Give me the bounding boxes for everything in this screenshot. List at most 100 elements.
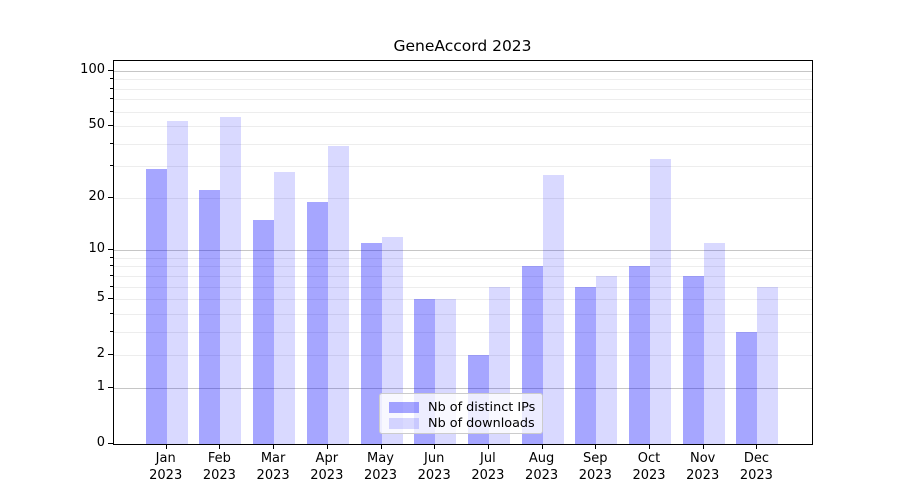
legend-label-distinct-ips: Nb of distinct IPs <box>428 399 536 415</box>
bar-downloads <box>327 145 349 444</box>
bar-distinct-ips <box>145 169 167 444</box>
y-tick-label: 5 <box>96 290 105 306</box>
x-tick-year: 2023 <box>202 468 236 483</box>
bar-downloads <box>650 158 671 444</box>
gridline-minor <box>114 331 812 333</box>
x-tick-year: 2023 <box>256 468 290 483</box>
gridline-minor <box>114 166 812 168</box>
gridline-minor <box>114 266 812 268</box>
x-tick-mark <box>165 444 167 449</box>
x-tick-month: Oct <box>637 451 661 466</box>
x-tick-month: Dec <box>743 451 769 466</box>
y-tick-mark <box>108 354 113 356</box>
y-tick-label: 0 <box>96 435 105 450</box>
legend-swatch-ips <box>389 401 419 413</box>
plot-area <box>113 60 813 445</box>
x-tick-label: May 2023 <box>349 450 413 484</box>
y-minor-tick-mark <box>110 165 113 167</box>
x-tick-month: Jul <box>480 451 496 466</box>
y-minor-tick-mark <box>110 98 113 100</box>
y-tick-label: 50 <box>88 117 105 133</box>
x-tick-label: Feb 2023 <box>187 450 251 484</box>
y-tick-mark <box>108 386 113 388</box>
x-tick-label: Jan 2023 <box>134 450 198 484</box>
bar-downloads <box>220 117 242 444</box>
x-tick-year: 2023 <box>632 468 666 483</box>
x-tick-label: Sep 2023 <box>563 450 627 484</box>
x-tick-month: Apr <box>315 451 339 466</box>
gridline-major <box>114 387 812 389</box>
x-tick-label: Oct 2023 <box>617 450 681 484</box>
legend-label-downloads: Nb of downloads <box>428 415 535 431</box>
x-tick-label: Dec 2023 <box>724 450 788 484</box>
x-tick-year: 2023 <box>417 468 451 483</box>
legend-item-downloads: Nb of downloads <box>389 415 535 431</box>
y-tick-label: 10 <box>88 241 105 257</box>
x-tick-year: 2023 <box>310 468 344 483</box>
gridline-minor <box>114 143 812 145</box>
bar-distinct-ips <box>199 190 221 444</box>
y-minor-tick-mark <box>110 312 113 314</box>
y-tick-mark <box>108 196 113 198</box>
bar-distinct-ips <box>682 275 704 444</box>
legend: Nb of distinct IPs Nb of downloads <box>379 393 543 434</box>
bar-distinct-ips <box>736 331 758 444</box>
y-tick-label: 2 <box>96 346 105 362</box>
y-minor-tick-mark <box>110 265 113 267</box>
x-tick-year: 2023 <box>686 468 720 483</box>
bar-distinct-ips <box>629 266 650 444</box>
x-tick-mark <box>702 444 704 449</box>
y-tick-mark <box>108 298 113 300</box>
x-tick-mark <box>756 444 758 449</box>
x-tick-year: 2023 <box>363 468 398 483</box>
x-tick-year: 2023 <box>149 468 183 483</box>
x-tick-mark <box>380 444 382 449</box>
bar-downloads <box>757 286 779 444</box>
x-tick-month: Jan <box>155 451 176 466</box>
x-tick-label: Jul 2023 <box>456 450 520 484</box>
gridline-major <box>114 70 812 72</box>
gridline-minor <box>114 355 812 357</box>
bar-downloads <box>381 236 403 444</box>
x-tick-month: Nov <box>690 451 716 466</box>
x-tick-label: Apr 2023 <box>295 450 359 484</box>
y-minor-tick-mark <box>110 274 113 276</box>
gridline-minor <box>114 313 812 315</box>
gridline-minor <box>114 88 812 90</box>
y-minor-tick-mark <box>110 78 113 80</box>
y-tick-mark <box>108 249 113 251</box>
legend-item-distinct-ips: Nb of distinct IPs <box>389 399 536 415</box>
x-tick-mark <box>541 444 543 449</box>
bar-downloads <box>274 171 296 444</box>
y-minor-tick-mark <box>110 256 113 258</box>
legend-swatch-downloads <box>389 417 419 429</box>
x-tick-mark <box>487 444 489 449</box>
gridline-minor <box>114 257 812 259</box>
gridline-major <box>114 250 812 252</box>
x-tick-label: Jun 2023 <box>402 450 466 484</box>
x-tick-mark <box>649 444 650 449</box>
x-tick-label: Mar 2023 <box>241 450 305 484</box>
y-minor-tick-mark <box>110 110 113 112</box>
gridline-minor <box>114 197 812 199</box>
y-minor-tick-mark <box>110 142 113 144</box>
y-tick-mark <box>108 69 113 71</box>
x-tick-mark <box>326 444 328 449</box>
x-tick-mark <box>434 444 436 449</box>
x-tick-mark <box>219 444 221 449</box>
x-tick-month: Aug <box>528 451 555 466</box>
x-tick-year: 2023 <box>578 468 612 483</box>
x-tick-label: Nov 2023 <box>671 450 735 484</box>
gridline-minor <box>114 299 812 301</box>
gridline-minor <box>114 286 812 288</box>
y-minor-tick-mark <box>110 285 113 287</box>
x-tick-month: Sep <box>583 451 608 466</box>
chart-title: GeneAccord 2023 <box>393 37 532 55</box>
bar-downloads <box>596 275 618 444</box>
y-minor-tick-mark <box>110 330 113 332</box>
x-tick-mark <box>595 444 597 449</box>
bar-downloads <box>703 243 725 444</box>
y-minor-tick-mark <box>110 87 113 89</box>
gridline-minor <box>114 126 812 128</box>
